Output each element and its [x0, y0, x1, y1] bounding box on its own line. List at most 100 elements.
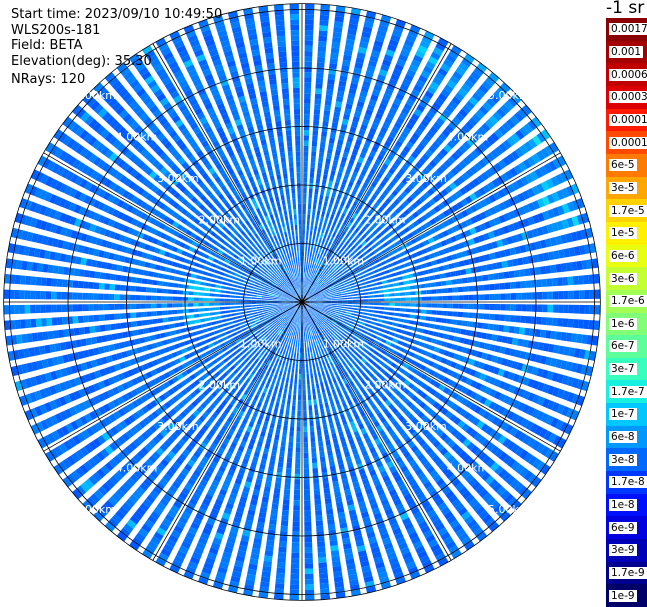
range-gate	[563, 346, 571, 356]
range-gate	[108, 344, 116, 352]
range-gate	[324, 402, 330, 409]
range-gate	[411, 345, 418, 352]
range-gate	[37, 437, 47, 449]
range-gate	[308, 320, 311, 326]
range-gate	[517, 388, 526, 398]
range-gate	[342, 207, 349, 214]
range-gate	[341, 367, 347, 373]
range-gate	[417, 123, 427, 132]
range-gate	[446, 279, 452, 286]
range-gate	[317, 551, 327, 558]
range-gate	[174, 476, 184, 485]
range-gate	[334, 448, 341, 455]
range-gate	[324, 278, 330, 283]
range-gate	[172, 395, 180, 403]
range-gate	[395, 92, 405, 101]
range-gate	[410, 59, 421, 68]
range-gate	[489, 303, 496, 311]
range-gate	[526, 304, 532, 312]
range-gate	[406, 526, 416, 535]
range-gate	[306, 219, 310, 226]
range-gate	[488, 252, 496, 260]
range-gate	[345, 411, 352, 418]
range-gate	[313, 282, 318, 287]
range-gate	[478, 341, 486, 349]
range-gate	[164, 362, 172, 370]
range-gate	[551, 317, 558, 327]
range-gate	[246, 573, 256, 581]
range-gate	[541, 369, 549, 379]
range-gate	[400, 406, 408, 414]
range-gate	[392, 566, 403, 575]
range-gate	[319, 451, 325, 458]
range-gate	[537, 198, 546, 208]
range-gate	[211, 359, 218, 366]
range-gate	[305, 310, 308, 316]
range-gate	[149, 490, 159, 500]
range-gate	[499, 282, 506, 290]
range-gate	[342, 151, 349, 158]
range-gate	[364, 361, 371, 368]
range-gate	[298, 379, 302, 385]
range-gate	[523, 141, 533, 152]
range-gate	[347, 504, 356, 511]
range-gate	[188, 314, 195, 319]
range-gate	[388, 167, 396, 175]
range-gate	[314, 409, 319, 416]
range-gate	[208, 354, 215, 361]
range-gate	[400, 546, 411, 555]
range-gate	[267, 319, 273, 324]
range-gate	[540, 445, 550, 457]
range-gate	[540, 147, 550, 159]
range-gate	[466, 457, 476, 467]
range-gate	[304, 82, 312, 89]
range-gate	[314, 276, 318, 282]
range-gate	[410, 445, 419, 453]
range-gate	[318, 288, 324, 293]
range-gate	[477, 275, 484, 282]
range-gate	[456, 384, 464, 392]
range-gate	[136, 486, 146, 496]
range-gate	[208, 429, 216, 437]
range-gate	[363, 243, 370, 250]
range-gate	[222, 336, 229, 342]
range-gate	[288, 303, 294, 306]
range-gate	[306, 267, 309, 273]
range-gate	[373, 310, 379, 314]
range-gate	[275, 578, 285, 584]
range-gate	[349, 251, 355, 257]
range-gate	[546, 193, 555, 204]
range-gate	[279, 348, 284, 355]
range-gate	[457, 286, 464, 293]
range-gate	[330, 278, 336, 283]
range-gate	[563, 248, 571, 258]
range-gate	[377, 285, 384, 290]
range-gate	[308, 307, 314, 311]
range-gate	[271, 332, 277, 338]
range-gate	[306, 224, 310, 231]
range-gate	[403, 388, 411, 395]
range-gate	[303, 405, 307, 411]
range-gate	[429, 159, 438, 168]
range-gate	[431, 303, 438, 308]
range-gate	[540, 129, 551, 140]
range-gate	[171, 559, 183, 569]
range-gate	[231, 313, 237, 317]
range-gate	[302, 305, 305, 311]
range-gate	[332, 565, 342, 573]
range-gate	[380, 260, 387, 266]
range-gate	[190, 400, 198, 408]
range-gate	[269, 384, 275, 391]
range-gate	[220, 412, 228, 419]
range-gate	[361, 31, 371, 39]
range-gate	[379, 368, 386, 374]
range-gate	[432, 234, 440, 242]
range-gate	[396, 246, 404, 252]
range-gate	[293, 494, 300, 501]
range-gate	[287, 311, 292, 316]
range-gate	[372, 375, 379, 383]
range-gate	[246, 335, 252, 341]
range-gate	[222, 364, 229, 371]
range-gate	[435, 552, 446, 562]
range-gate	[315, 315, 321, 320]
